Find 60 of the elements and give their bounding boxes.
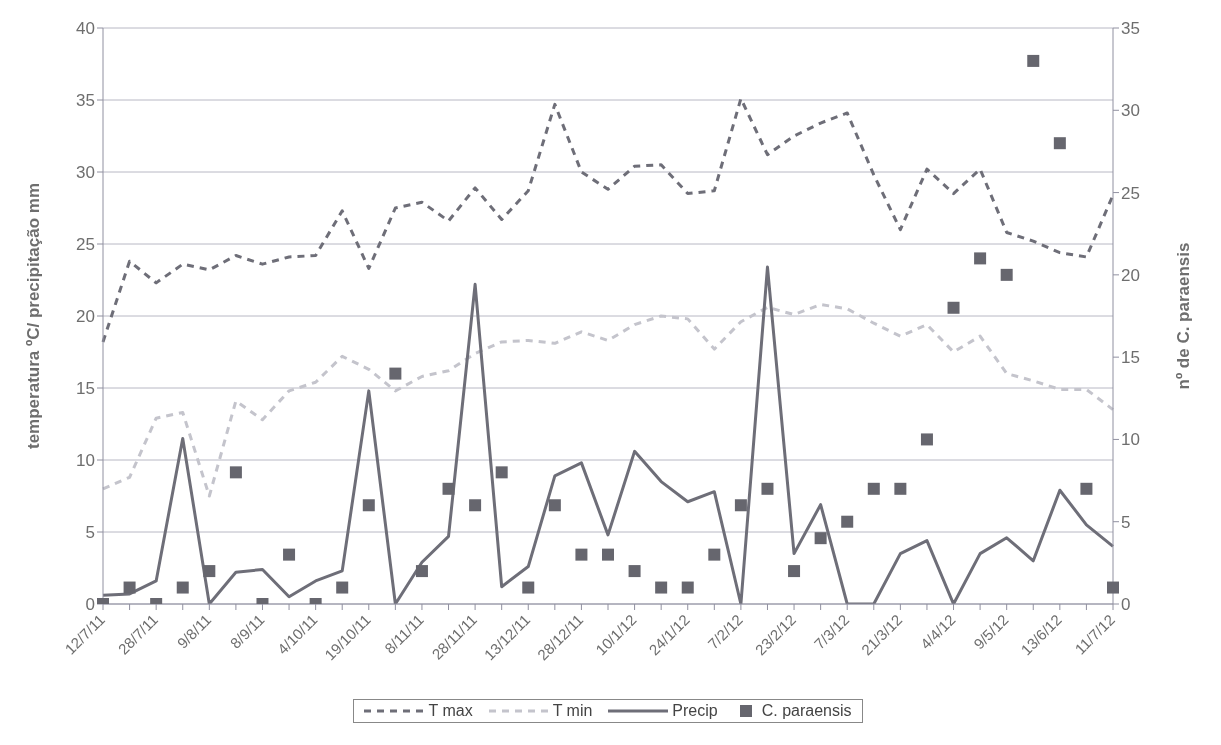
point bbox=[362, 499, 375, 512]
point bbox=[229, 466, 242, 479]
point bbox=[442, 482, 455, 495]
y-tick-label: 0 bbox=[85, 595, 95, 615]
point bbox=[947, 301, 960, 314]
y2-tick-label: 10 bbox=[1121, 430, 1140, 450]
legend-label: C. paraensis bbox=[760, 702, 852, 720]
y2-tick-label: 20 bbox=[1121, 265, 1140, 285]
point bbox=[336, 581, 349, 594]
point bbox=[1000, 268, 1013, 281]
point bbox=[894, 482, 907, 495]
point bbox=[1107, 581, 1119, 594]
y-tick-label: 40 bbox=[76, 19, 95, 39]
y-tick-label: 25 bbox=[76, 235, 95, 255]
point bbox=[469, 499, 482, 512]
point bbox=[867, 482, 880, 495]
legend-label: Precip bbox=[671, 702, 718, 720]
point bbox=[920, 433, 933, 446]
y-tick-label: 15 bbox=[76, 379, 95, 399]
point bbox=[814, 532, 827, 545]
point bbox=[1027, 54, 1040, 67]
point bbox=[628, 565, 641, 578]
point bbox=[655, 581, 668, 594]
line-series bbox=[101, 302, 1115, 498]
legend-label: T min bbox=[551, 702, 593, 720]
y-tick-label: 20 bbox=[76, 307, 95, 327]
y2-tick-label: 0 bbox=[1121, 595, 1131, 615]
legend-label: T max bbox=[427, 702, 473, 720]
y-tick-label: 35 bbox=[76, 91, 95, 111]
point bbox=[708, 548, 721, 561]
point bbox=[974, 252, 987, 265]
y-tick-label: 5 bbox=[85, 523, 95, 543]
point bbox=[575, 548, 588, 561]
point bbox=[1080, 482, 1093, 495]
point bbox=[734, 499, 747, 512]
point bbox=[123, 581, 136, 594]
point bbox=[415, 565, 428, 578]
y2-tick-label: 25 bbox=[1121, 183, 1140, 203]
point bbox=[548, 499, 561, 512]
y-axis-title: temperatura ºC/ precipitação mm bbox=[24, 182, 44, 450]
y-tick-label: 10 bbox=[76, 451, 95, 471]
point bbox=[761, 482, 774, 495]
y2-axis-title: nº de C. paraensis bbox=[1174, 242, 1194, 390]
point bbox=[522, 581, 535, 594]
point bbox=[1053, 137, 1066, 150]
point bbox=[841, 515, 854, 528]
y2-tick-label: 30 bbox=[1121, 101, 1140, 121]
point bbox=[176, 581, 189, 594]
y2-tick-label: 15 bbox=[1121, 348, 1140, 368]
y-tick-label: 30 bbox=[76, 163, 95, 183]
point bbox=[203, 565, 216, 578]
line-series bbox=[101, 97, 1115, 344]
y2-tick-label: 35 bbox=[1121, 19, 1140, 39]
point bbox=[495, 466, 508, 479]
point bbox=[283, 548, 296, 561]
point bbox=[389, 367, 402, 380]
point bbox=[681, 581, 694, 594]
y2-tick-label: 5 bbox=[1121, 512, 1131, 532]
point bbox=[602, 548, 614, 561]
point bbox=[788, 565, 801, 578]
